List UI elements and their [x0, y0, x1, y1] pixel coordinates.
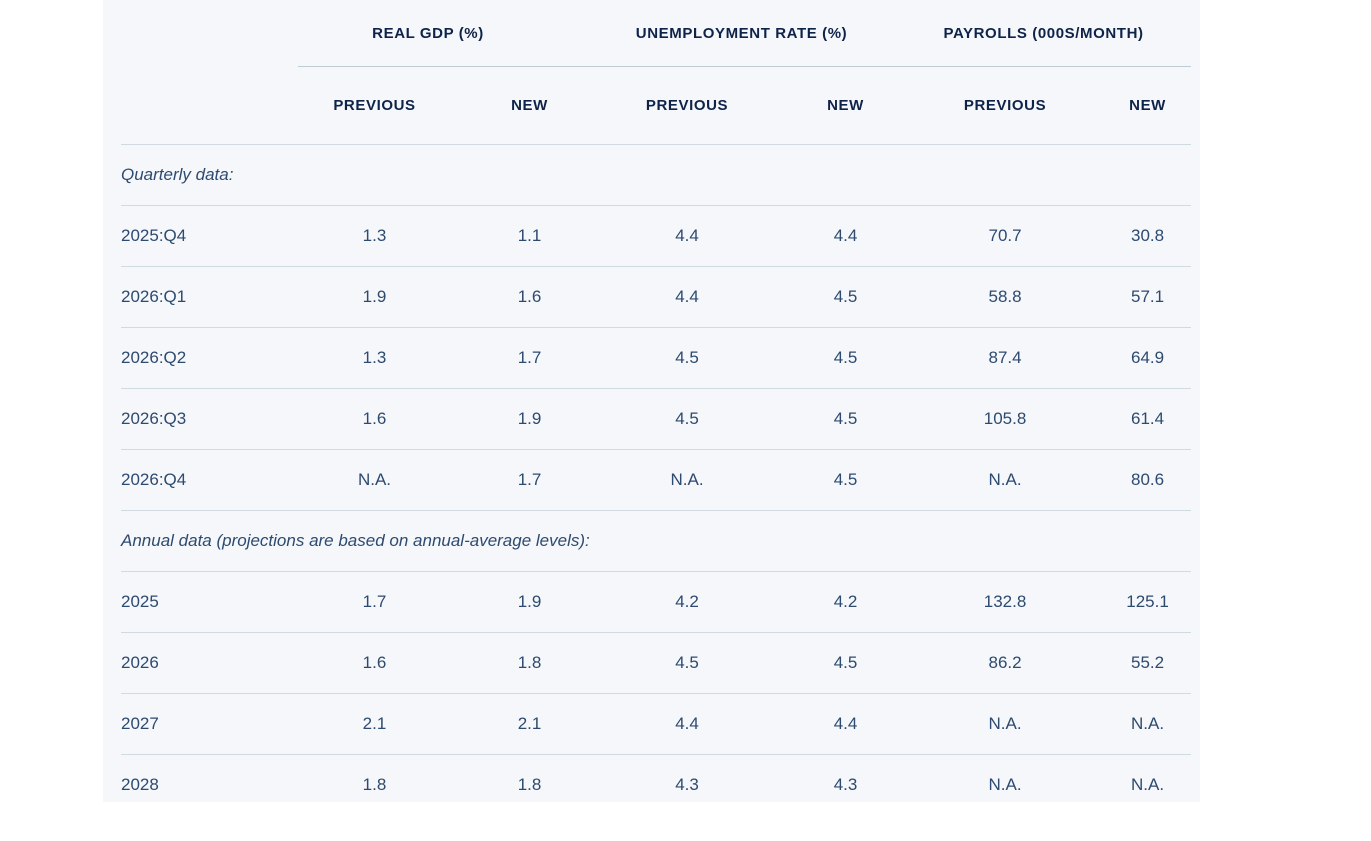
table-cell: N.A. — [1131, 775, 1165, 794]
table-cell: 58.8 — [925, 266, 1086, 328]
row-label: 2025 — [121, 571, 298, 633]
table-cell: 4.5 — [608, 632, 767, 694]
group-header-spacer — [121, 0, 298, 67]
subheader-unemployment-previous: PREVIOUS — [608, 66, 767, 145]
table-cell: 4.5 — [766, 266, 926, 328]
table-cell: 1.6 — [298, 632, 451, 694]
table-cell: 1.6 — [298, 388, 451, 450]
table-cell: 4.5 — [766, 449, 926, 511]
table-cell: 1.6 — [451, 266, 609, 328]
table-cell: 57.1 — [1085, 266, 1192, 328]
section-label: Quarterly data: — [121, 144, 1192, 206]
table-cell: 55.2 — [1085, 632, 1192, 694]
column-group-payrolls: PAYROLLS (000S/MONTH) — [925, 0, 1192, 67]
column-group-real-gdp: REAL GDP (%) — [298, 0, 609, 67]
subheader-spacer — [121, 66, 298, 145]
table-cell: 1.9 — [298, 266, 451, 328]
row-label: 2026:Q2 — [121, 327, 298, 389]
table-cell: 1.3 — [298, 205, 451, 267]
table-cell: 4.5 — [608, 388, 767, 450]
table-row: 2027 2.1 2.1 4.4 4.4 N.A. N.A. — [121, 693, 1192, 755]
table-cell: 132.8 — [925, 571, 1086, 633]
subheader-gdp-previous: PREVIOUS — [298, 66, 451, 145]
table-cell: 61.4 — [1085, 388, 1192, 450]
table-cell: 4.4 — [766, 693, 926, 755]
table-cell: N.A. — [988, 775, 1022, 794]
table-cell: 70.7 — [925, 205, 1086, 267]
table-cell: 86.2 — [925, 632, 1086, 694]
section-label-quarterly: Quarterly data: — [121, 144, 1192, 206]
table-cell: 4.5 — [766, 327, 926, 389]
table-row: 2026 1.6 1.8 4.5 4.5 86.2 55.2 — [121, 632, 1192, 694]
table-cell: 4.3 — [833, 775, 858, 794]
table-cell: N.A. — [925, 449, 1086, 511]
column-group-unemployment-rate: UNEMPLOYMENT RATE (%) — [608, 0, 926, 67]
projections-table: REAL GDP (%) UNEMPLOYMENT RATE (%) PAYRO… — [121, 0, 1192, 803]
table-row: 2026:Q1 1.9 1.6 4.4 4.5 58.8 57.1 — [121, 266, 1192, 328]
table-cell: 1.9 — [451, 571, 609, 633]
subheader-unemployment-new: NEW — [766, 66, 926, 145]
table-cell: 105.8 — [925, 388, 1086, 450]
table-cell: 1.8 — [451, 632, 609, 694]
table-cell: 4.5 — [766, 388, 926, 450]
table-row: 2025 1.7 1.9 4.2 4.2 132.8 125.1 — [121, 571, 1192, 633]
subheader-row: PREVIOUS NEW PREVIOUS NEW PREVIOUS NEW — [121, 66, 1192, 145]
table-cell: 4.5 — [766, 632, 926, 694]
table-cell: 87.4 — [925, 327, 1086, 389]
table-cell: N.A. — [608, 449, 767, 511]
row-label: 2026:Q3 — [121, 388, 298, 450]
table-cell: 1.7 — [298, 571, 451, 633]
table-cell: 1.8 — [362, 775, 387, 794]
table-row: 2026:Q3 1.6 1.9 4.5 4.5 105.8 61.4 — [121, 388, 1192, 450]
table-cell: 4.2 — [766, 571, 926, 633]
forecast-table-panel: REAL GDP (%) UNEMPLOYMENT RATE (%) PAYRO… — [103, 0, 1200, 802]
table-row: 2026:Q2 1.3 1.7 4.5 4.5 87.4 64.9 — [121, 327, 1192, 389]
table-cell: 1.3 — [298, 327, 451, 389]
table-cell: 125.1 — [1085, 571, 1192, 633]
section-label: Annual data (projections are based on an… — [121, 510, 1192, 572]
table-row: 2028 1.8 1.8 4.3 4.3 N.A. N.A. — [121, 755, 1191, 803]
row-label: 2027 — [121, 693, 298, 755]
section-label-annual: Annual data (projections are based on an… — [121, 510, 1192, 572]
table-cell: 4.3 — [675, 775, 699, 794]
table-cell: 2.1 — [451, 693, 609, 755]
table-cell: 30.8 — [1085, 205, 1192, 267]
table-cell: N.A. — [925, 693, 1086, 755]
column-group-header-row: REAL GDP (%) UNEMPLOYMENT RATE (%) PAYRO… — [121, 0, 1192, 67]
table-cell: 4.4 — [608, 205, 767, 267]
table-row: 2025:Q4 1.3 1.1 4.4 4.4 70.7 30.8 — [121, 205, 1192, 267]
table-cell: 1.7 — [451, 327, 609, 389]
row-label: 2026 — [121, 632, 298, 694]
table-cell: 64.9 — [1085, 327, 1192, 389]
table-cell: N.A. — [298, 449, 451, 511]
table-cell: 80.6 — [1085, 449, 1192, 511]
table-row: 2026:Q4 N.A. 1.7 N.A. 4.5 N.A. 80.6 — [121, 449, 1192, 511]
table-cell: 1.8 — [517, 775, 542, 794]
table-cell: 4.4 — [766, 205, 926, 267]
table-cell: N.A. — [1085, 693, 1192, 755]
table-cell: 2.1 — [298, 693, 451, 755]
table-cell: 1.1 — [451, 205, 609, 267]
subheader-gdp-new: NEW — [451, 66, 609, 145]
table-cell: 4.4 — [608, 266, 767, 328]
row-label: 2028 — [121, 775, 159, 794]
row-label: 2025:Q4 — [121, 205, 298, 267]
row-label: 2026:Q1 — [121, 266, 298, 328]
table-cell: 1.7 — [451, 449, 609, 511]
row-label: 2026:Q4 — [121, 449, 298, 511]
table-cell: 4.4 — [608, 693, 767, 755]
subheader-payrolls-new: NEW — [1085, 66, 1192, 145]
table-cell: 4.5 — [608, 327, 767, 389]
table-cell: 1.9 — [451, 388, 609, 450]
subheader-payrolls-previous: PREVIOUS — [925, 66, 1086, 145]
table-cell: 4.2 — [608, 571, 767, 633]
